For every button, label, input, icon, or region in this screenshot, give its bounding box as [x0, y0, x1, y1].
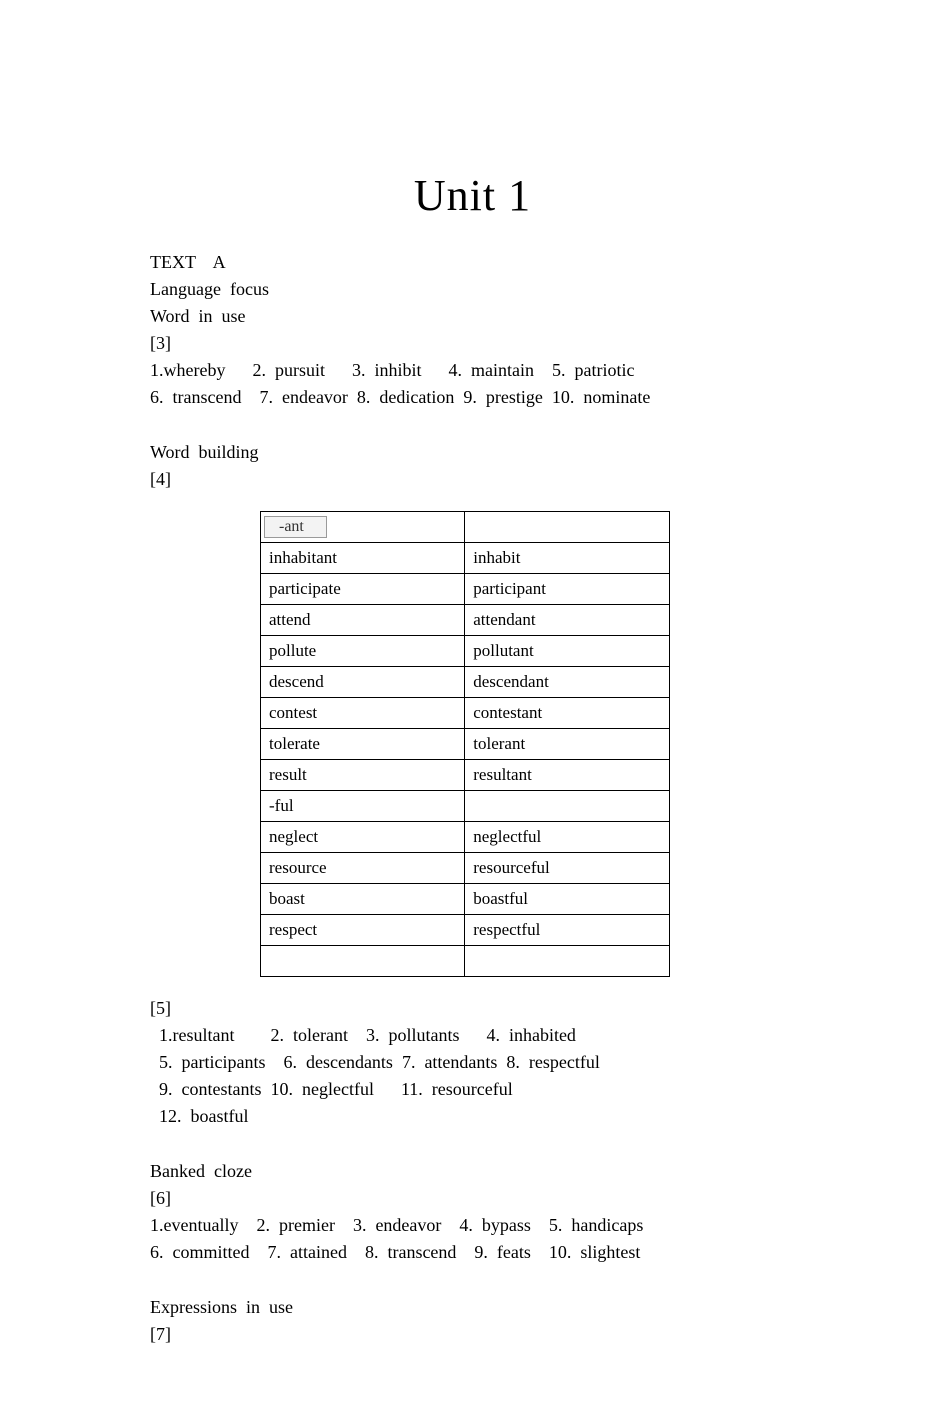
- expressions-ref: [7]: [150, 1321, 795, 1348]
- table-cell: [261, 946, 465, 977]
- table-row: pollutepollutant: [261, 636, 670, 667]
- table-row: toleratetolerant: [261, 729, 670, 760]
- table-cell: respect: [261, 915, 465, 946]
- table-cell: attend: [261, 605, 465, 636]
- table-cell: resource: [261, 853, 465, 884]
- word-building-heading: Word building: [150, 439, 795, 466]
- table-cell: inhabit: [465, 543, 670, 574]
- table-row: [261, 946, 670, 977]
- text-line: 1.whereby 2. pursuit 3. inhibit 4. maint…: [150, 357, 795, 384]
- table-cell: neglectful: [465, 822, 670, 853]
- table-cell: pollute: [261, 636, 465, 667]
- text-line: 1.resultant 2. tolerant 3. pollutants 4.…: [150, 1022, 795, 1049]
- text-line: 5. participants 6. descendants 7. attend…: [150, 1049, 795, 1076]
- table-cell: contest: [261, 698, 465, 729]
- text-line: TEXT A: [150, 249, 795, 276]
- text-line: 1.eventually 2. premier 3. endeavor 4. b…: [150, 1212, 795, 1239]
- table-cell: inhabitant: [261, 543, 465, 574]
- text-line: Language focus: [150, 276, 795, 303]
- table-cell: participate: [261, 574, 465, 605]
- word-building-table: -ant inhabitantinhabit participatepartic…: [260, 511, 670, 977]
- table-cell: [465, 791, 670, 822]
- table-cell: participant: [465, 574, 670, 605]
- table-cell: respectful: [465, 915, 670, 946]
- text-a-block: TEXT A Language focus Word in use [3] 1.…: [150, 249, 795, 411]
- table-row: respect respectful: [261, 915, 670, 946]
- text-line: [5]: [150, 995, 795, 1022]
- table-row: resultresultant: [261, 760, 670, 791]
- text-line: 6. committed 7. attained 8. transcend 9.…: [150, 1239, 795, 1266]
- table-cell: [465, 946, 670, 977]
- unit-title: Unit 1: [150, 170, 795, 221]
- table-row: inhabitantinhabit: [261, 543, 670, 574]
- word-building-ref: [4]: [150, 466, 795, 493]
- page: Unit 1 TEXT A Language focus Word in use…: [0, 0, 945, 1408]
- table-row: -ful: [261, 791, 670, 822]
- table-cell: [465, 512, 670, 543]
- suffix-box: -ant: [264, 516, 327, 538]
- text-line: 12. boastful: [150, 1103, 795, 1130]
- table-cell: pollutant: [465, 636, 670, 667]
- table-cell: resourceful: [465, 853, 670, 884]
- banked-cloze-ref: [6]: [150, 1185, 795, 1212]
- table-cell: result: [261, 760, 465, 791]
- table-row: descenddescendant: [261, 667, 670, 698]
- text-line: 6. transcend 7. endeavor 8. dedication 9…: [150, 384, 795, 411]
- table-cell: tolerate: [261, 729, 465, 760]
- table-cell: descend: [261, 667, 465, 698]
- table-row: contestcontestant: [261, 698, 670, 729]
- table-cell: -ful: [261, 791, 465, 822]
- table-row: boastboastful: [261, 884, 670, 915]
- table-cell: resultant: [465, 760, 670, 791]
- table-row: neglectneglectful: [261, 822, 670, 853]
- table-cell: contestant: [465, 698, 670, 729]
- text-line: [3]: [150, 330, 795, 357]
- table-header-cell: -ant: [261, 512, 465, 543]
- section-5: [5] 1.resultant 2. tolerant 3. pollutant…: [150, 995, 795, 1130]
- table-cell: boastful: [465, 884, 670, 915]
- text-line: 9. contestants 10. neglectful 11. resour…: [150, 1076, 795, 1103]
- table-row: -ant: [261, 512, 670, 543]
- table-cell: descendant: [465, 667, 670, 698]
- table-row: resourceresourceful: [261, 853, 670, 884]
- table-row: attendattendant: [261, 605, 670, 636]
- word-building-table-wrap: -ant inhabitantinhabit participatepartic…: [260, 511, 795, 977]
- expressions-heading: Expressions in use: [150, 1294, 795, 1321]
- table-cell: boast: [261, 884, 465, 915]
- table-row: participateparticipant: [261, 574, 670, 605]
- table-cell: attendant: [465, 605, 670, 636]
- table-cell: tolerant: [465, 729, 670, 760]
- banked-cloze-heading: Banked cloze: [150, 1158, 795, 1185]
- text-line: Word in use: [150, 303, 795, 330]
- table-cell: neglect: [261, 822, 465, 853]
